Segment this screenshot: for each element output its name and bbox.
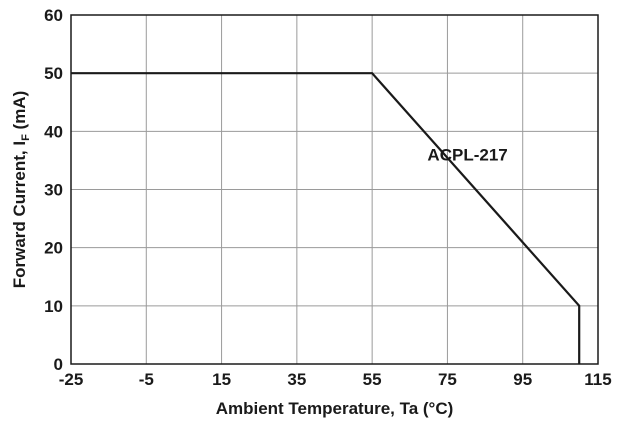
y-tick-labels: 0 10 20 30 40 50 60 xyxy=(44,6,63,374)
x-tick-label: 115 xyxy=(584,370,611,389)
grid-lines xyxy=(70,14,599,365)
y-tick-label: 10 xyxy=(44,297,63,316)
y-axis-title-main: Forward Current, I xyxy=(10,141,29,288)
x-tick-label: 15 xyxy=(212,370,231,389)
y-tick-label: 30 xyxy=(44,181,63,200)
y-tick-label: 50 xyxy=(44,64,63,83)
plot-frame xyxy=(70,14,599,365)
y-tick-label: 40 xyxy=(44,122,63,141)
x-tick-label: -5 xyxy=(139,370,154,389)
y-axis-title: Forward Current, IF (mA) xyxy=(10,91,32,289)
x-tick-label: -25 xyxy=(59,370,84,389)
x-tick-label: 55 xyxy=(363,370,382,389)
y-tick-label: 20 xyxy=(44,239,63,258)
x-tick-label: 35 xyxy=(287,370,306,389)
x-axis-title: Ambient Temperature, Ta (°C) xyxy=(216,399,454,418)
series-line-acpl-217 xyxy=(71,72,581,364)
y-axis-title-subscript: F xyxy=(20,134,32,141)
y-tick-label: 0 xyxy=(54,355,63,374)
x-tick-label: 95 xyxy=(513,370,532,389)
x-tick-labels: -25 -5 15 35 55 75 95 115 xyxy=(59,370,612,389)
series-annotation-label: ACPL-217 xyxy=(427,146,507,165)
y-tick-label: 60 xyxy=(44,6,63,25)
x-tick-label: 75 xyxy=(438,370,457,389)
y-axis-title-unit: (mA) xyxy=(10,91,29,134)
